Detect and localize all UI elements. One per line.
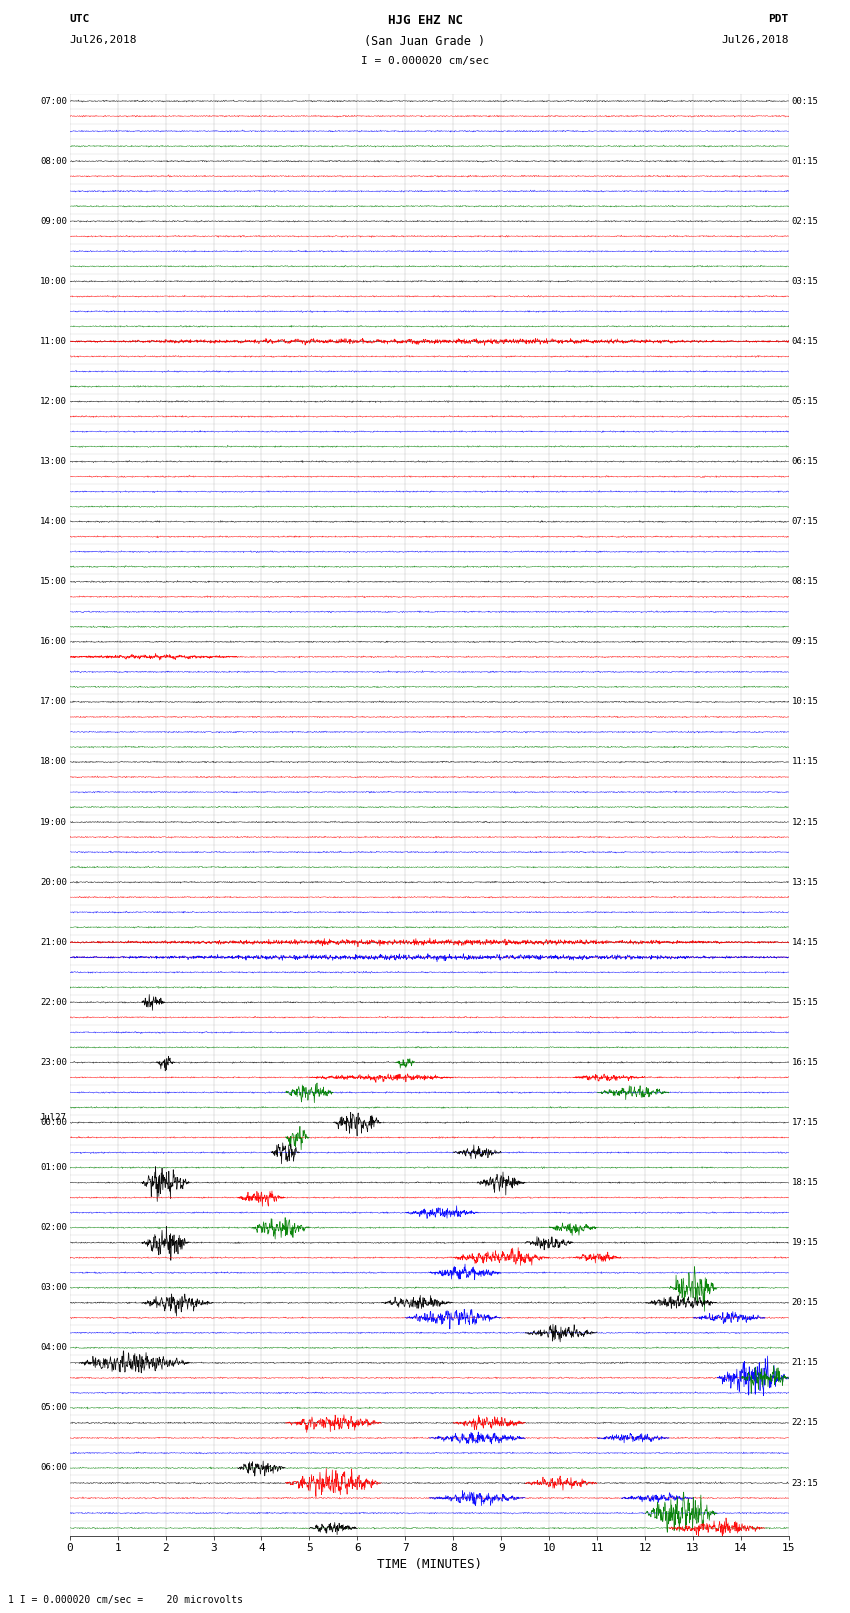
Text: 17:00: 17:00 bbox=[40, 697, 67, 706]
Text: 19:15: 19:15 bbox=[791, 1239, 819, 1247]
Text: 12:15: 12:15 bbox=[791, 818, 819, 826]
Text: 18:00: 18:00 bbox=[40, 758, 67, 766]
Text: 1 I = 0.000020 cm/sec =    20 microvolts: 1 I = 0.000020 cm/sec = 20 microvolts bbox=[8, 1595, 243, 1605]
Text: 05:00: 05:00 bbox=[40, 1403, 67, 1413]
Text: 16:00: 16:00 bbox=[40, 637, 67, 647]
Text: 10:00: 10:00 bbox=[40, 277, 67, 286]
Text: 10:15: 10:15 bbox=[791, 697, 819, 706]
Text: 21:15: 21:15 bbox=[791, 1358, 819, 1368]
Text: 05:15: 05:15 bbox=[791, 397, 819, 406]
Text: 09:00: 09:00 bbox=[40, 216, 67, 226]
Text: 13:15: 13:15 bbox=[791, 877, 819, 887]
Text: 11:15: 11:15 bbox=[791, 758, 819, 766]
Text: 01:15: 01:15 bbox=[791, 156, 819, 166]
Text: (San Juan Grade ): (San Juan Grade ) bbox=[365, 35, 485, 48]
Text: 13:00: 13:00 bbox=[40, 456, 67, 466]
Text: 17:15: 17:15 bbox=[791, 1118, 819, 1127]
Text: 01:00: 01:00 bbox=[40, 1163, 67, 1173]
X-axis label: TIME (MINUTES): TIME (MINUTES) bbox=[377, 1558, 482, 1571]
Text: 23:15: 23:15 bbox=[791, 1479, 819, 1487]
Text: 02:15: 02:15 bbox=[791, 216, 819, 226]
Text: 00:15: 00:15 bbox=[791, 97, 819, 105]
Text: 09:15: 09:15 bbox=[791, 637, 819, 647]
Text: 20:15: 20:15 bbox=[791, 1298, 819, 1307]
Text: 08:00: 08:00 bbox=[40, 156, 67, 166]
Text: 22:00: 22:00 bbox=[40, 998, 67, 1007]
Text: Jul26,2018: Jul26,2018 bbox=[722, 35, 789, 45]
Text: 15:00: 15:00 bbox=[40, 577, 67, 586]
Text: 06:15: 06:15 bbox=[791, 456, 819, 466]
Text: 02:00: 02:00 bbox=[40, 1223, 67, 1232]
Text: UTC: UTC bbox=[70, 15, 90, 24]
Text: 04:00: 04:00 bbox=[40, 1344, 67, 1352]
Text: 21:00: 21:00 bbox=[40, 937, 67, 947]
Text: 14:00: 14:00 bbox=[40, 518, 67, 526]
Text: 20:00: 20:00 bbox=[40, 877, 67, 887]
Text: HJG EHZ NC: HJG EHZ NC bbox=[388, 15, 462, 27]
Text: 00:00: 00:00 bbox=[40, 1118, 67, 1127]
Text: I = 0.000020 cm/sec: I = 0.000020 cm/sec bbox=[361, 56, 489, 66]
Text: 12:00: 12:00 bbox=[40, 397, 67, 406]
Text: 22:15: 22:15 bbox=[791, 1418, 819, 1428]
Text: Jul26,2018: Jul26,2018 bbox=[70, 35, 137, 45]
Text: 07:15: 07:15 bbox=[791, 518, 819, 526]
Text: 14:15: 14:15 bbox=[791, 937, 819, 947]
Text: 16:15: 16:15 bbox=[791, 1058, 819, 1066]
Text: 15:15: 15:15 bbox=[791, 998, 819, 1007]
Text: PDT: PDT bbox=[768, 15, 789, 24]
Text: 03:00: 03:00 bbox=[40, 1284, 67, 1292]
Text: 18:15: 18:15 bbox=[791, 1177, 819, 1187]
Text: 19:00: 19:00 bbox=[40, 818, 67, 826]
Text: 03:15: 03:15 bbox=[791, 277, 819, 286]
Text: 11:00: 11:00 bbox=[40, 337, 67, 345]
Text: Jul27: Jul27 bbox=[40, 1113, 67, 1123]
Text: 04:15: 04:15 bbox=[791, 337, 819, 345]
Text: 08:15: 08:15 bbox=[791, 577, 819, 586]
Text: 07:00: 07:00 bbox=[40, 97, 67, 105]
Text: 23:00: 23:00 bbox=[40, 1058, 67, 1066]
Text: 06:00: 06:00 bbox=[40, 1463, 67, 1473]
